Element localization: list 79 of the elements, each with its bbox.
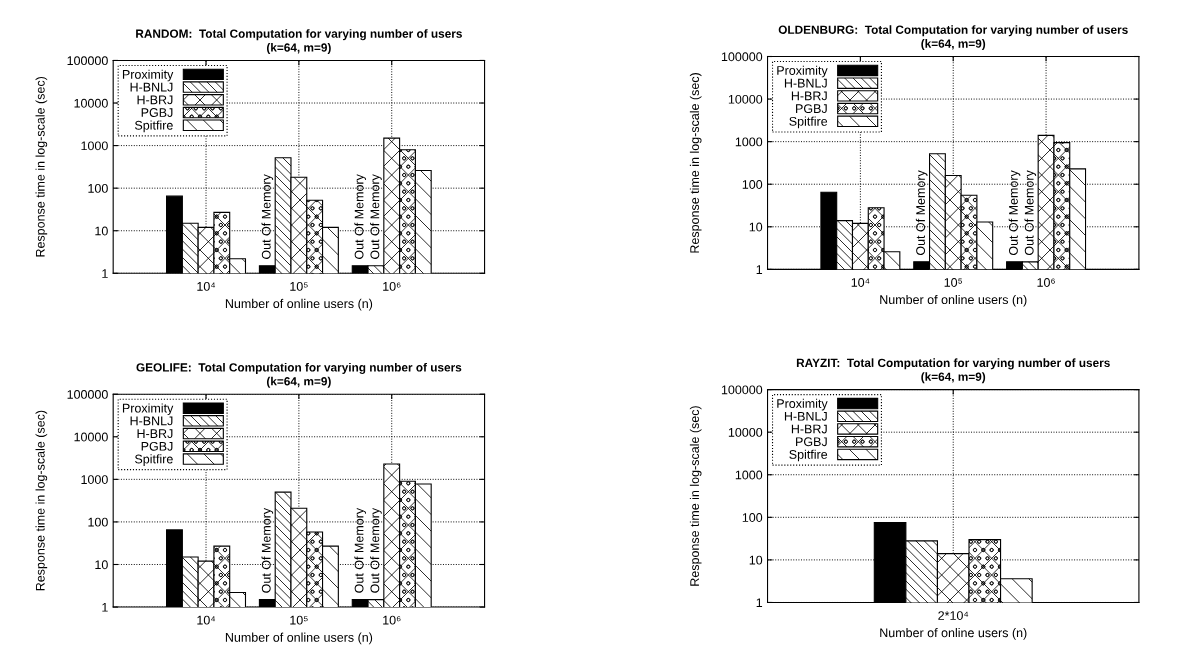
annotation: Out Of Memory	[915, 170, 928, 256]
y-tick-label: 100000	[67, 56, 108, 66]
legend-label: Spitfire	[789, 116, 828, 129]
legend-label: Proximity	[777, 65, 828, 78]
y-tick-label: 1000	[81, 141, 108, 151]
legend-label: PGBJ	[796, 104, 827, 114]
y-tick-label: 10000	[74, 432, 108, 442]
chart-title: GEOLIFE: Total Computation for varying number of users	[136, 362, 462, 374]
x-axis-title: Number of online users (n)	[225, 632, 373, 645]
legend-label: PGBJ	[796, 437, 827, 447]
legend-label: Spitfire	[134, 120, 173, 133]
annotation: Out Of Memory	[370, 174, 382, 259]
legend-label: Proximity	[777, 398, 828, 411]
y-axis-title: Response time in log-scale (sec)	[35, 410, 48, 591]
y-tick-label: 1	[756, 265, 763, 274]
y-tick-label: 100000	[67, 390, 108, 399]
y-tick-label: 100	[88, 183, 108, 193]
y-tick-label: 1	[102, 603, 108, 612]
x-tick-label: 10⁵	[290, 615, 308, 625]
chart-subtitle: (k=64, m=9)	[266, 43, 331, 55]
chart-title: RANDOM: Total Computation for varying number of users	[136, 29, 462, 41]
x-tick-label: 10⁴	[197, 615, 216, 625]
x-tick-label: 2*10⁴	[938, 611, 969, 620]
legend-label: H-BRJ	[137, 95, 173, 105]
x-axis-title: Number of online users (n)	[880, 294, 1027, 307]
x-tick-label: 10⁵	[944, 278, 962, 287]
legend-label: H-BNLJ	[784, 411, 827, 421]
y-tick-label: 1	[756, 598, 763, 607]
x-tick-label: 10⁴	[851, 278, 870, 287]
chart-subtitle: (k=64, m=9)	[266, 376, 331, 388]
annotation: Out Of Memory	[354, 507, 366, 593]
y-tick-label: 100	[742, 180, 763, 189]
y-axis-title: Response time in log-scale (sec)	[35, 76, 48, 257]
legend-label: Proximity	[122, 403, 174, 416]
x-tick-label: 10⁶	[383, 281, 401, 291]
y-tick-label: 1000	[735, 470, 763, 480]
chart-title: RAYZIT: Total Computation for varying number of users	[796, 358, 1110, 370]
y-tick-label: 10	[95, 226, 108, 236]
annotation: Out Of Memory	[261, 174, 274, 259]
y-tick-label: 100000	[721, 385, 763, 395]
x-tick-label: 10⁶	[1037, 278, 1055, 287]
y-tick-label: 100000	[721, 52, 763, 62]
annotation: Out Of Memory	[354, 174, 366, 259]
legend-label: Spitfire	[134, 454, 173, 466]
legend-label: H-BNLJ	[130, 82, 173, 92]
annotation: Out Of Memory	[1008, 170, 1021, 256]
y-tick-label: 10000	[728, 427, 763, 437]
legend-label: PGBJ	[141, 441, 173, 451]
legend-label: H-BNLJ	[784, 78, 827, 88]
y-tick-label: 10	[749, 555, 763, 565]
x-tick-label: 10⁵	[290, 281, 308, 291]
annotation: Out Of Memory	[261, 507, 274, 593]
legend-label: PGBJ	[141, 108, 173, 117]
y-axis-title: Response time in log-scale (sec)	[689, 73, 702, 253]
legend-label: H-BRJ	[791, 424, 827, 434]
y-tick-label: 10	[95, 560, 108, 570]
annotation: Out Of Memory	[370, 507, 382, 593]
y-tick-label: 10	[749, 222, 763, 232]
y-tick-label: 100	[742, 513, 763, 522]
chart-subtitle: (k=64, m=9)	[921, 39, 986, 51]
legend-label: Spitfire	[789, 449, 828, 462]
legend-label: Proximity	[122, 69, 174, 82]
y-tick-label: 1	[102, 269, 108, 278]
chart-title: OLDENBURG: Total Computation for varying number of users	[778, 25, 1128, 37]
legend-label: H-BRJ	[137, 429, 173, 439]
x-axis-title: Number of online users (n)	[880, 628, 1027, 640]
chart-subtitle: (k=64, m=9)	[921, 372, 986, 384]
y-axis-title: Response time in log-scale (sec)	[689, 406, 702, 586]
y-tick-label: 1000	[81, 475, 108, 484]
legend-label: H-BRJ	[791, 91, 827, 101]
y-tick-label: 100	[88, 517, 108, 527]
annotation: Out Of Memory	[1024, 170, 1037, 256]
y-tick-label: 1000	[735, 137, 763, 147]
y-tick-label: 10000	[728, 94, 763, 104]
x-tick-label: 10⁶	[383, 615, 401, 625]
x-tick-label: 10⁴	[197, 281, 216, 291]
x-axis-title: Number of online users (n)	[225, 298, 373, 311]
y-tick-label: 10000	[74, 98, 108, 108]
legend-label: H-BNLJ	[130, 416, 173, 426]
